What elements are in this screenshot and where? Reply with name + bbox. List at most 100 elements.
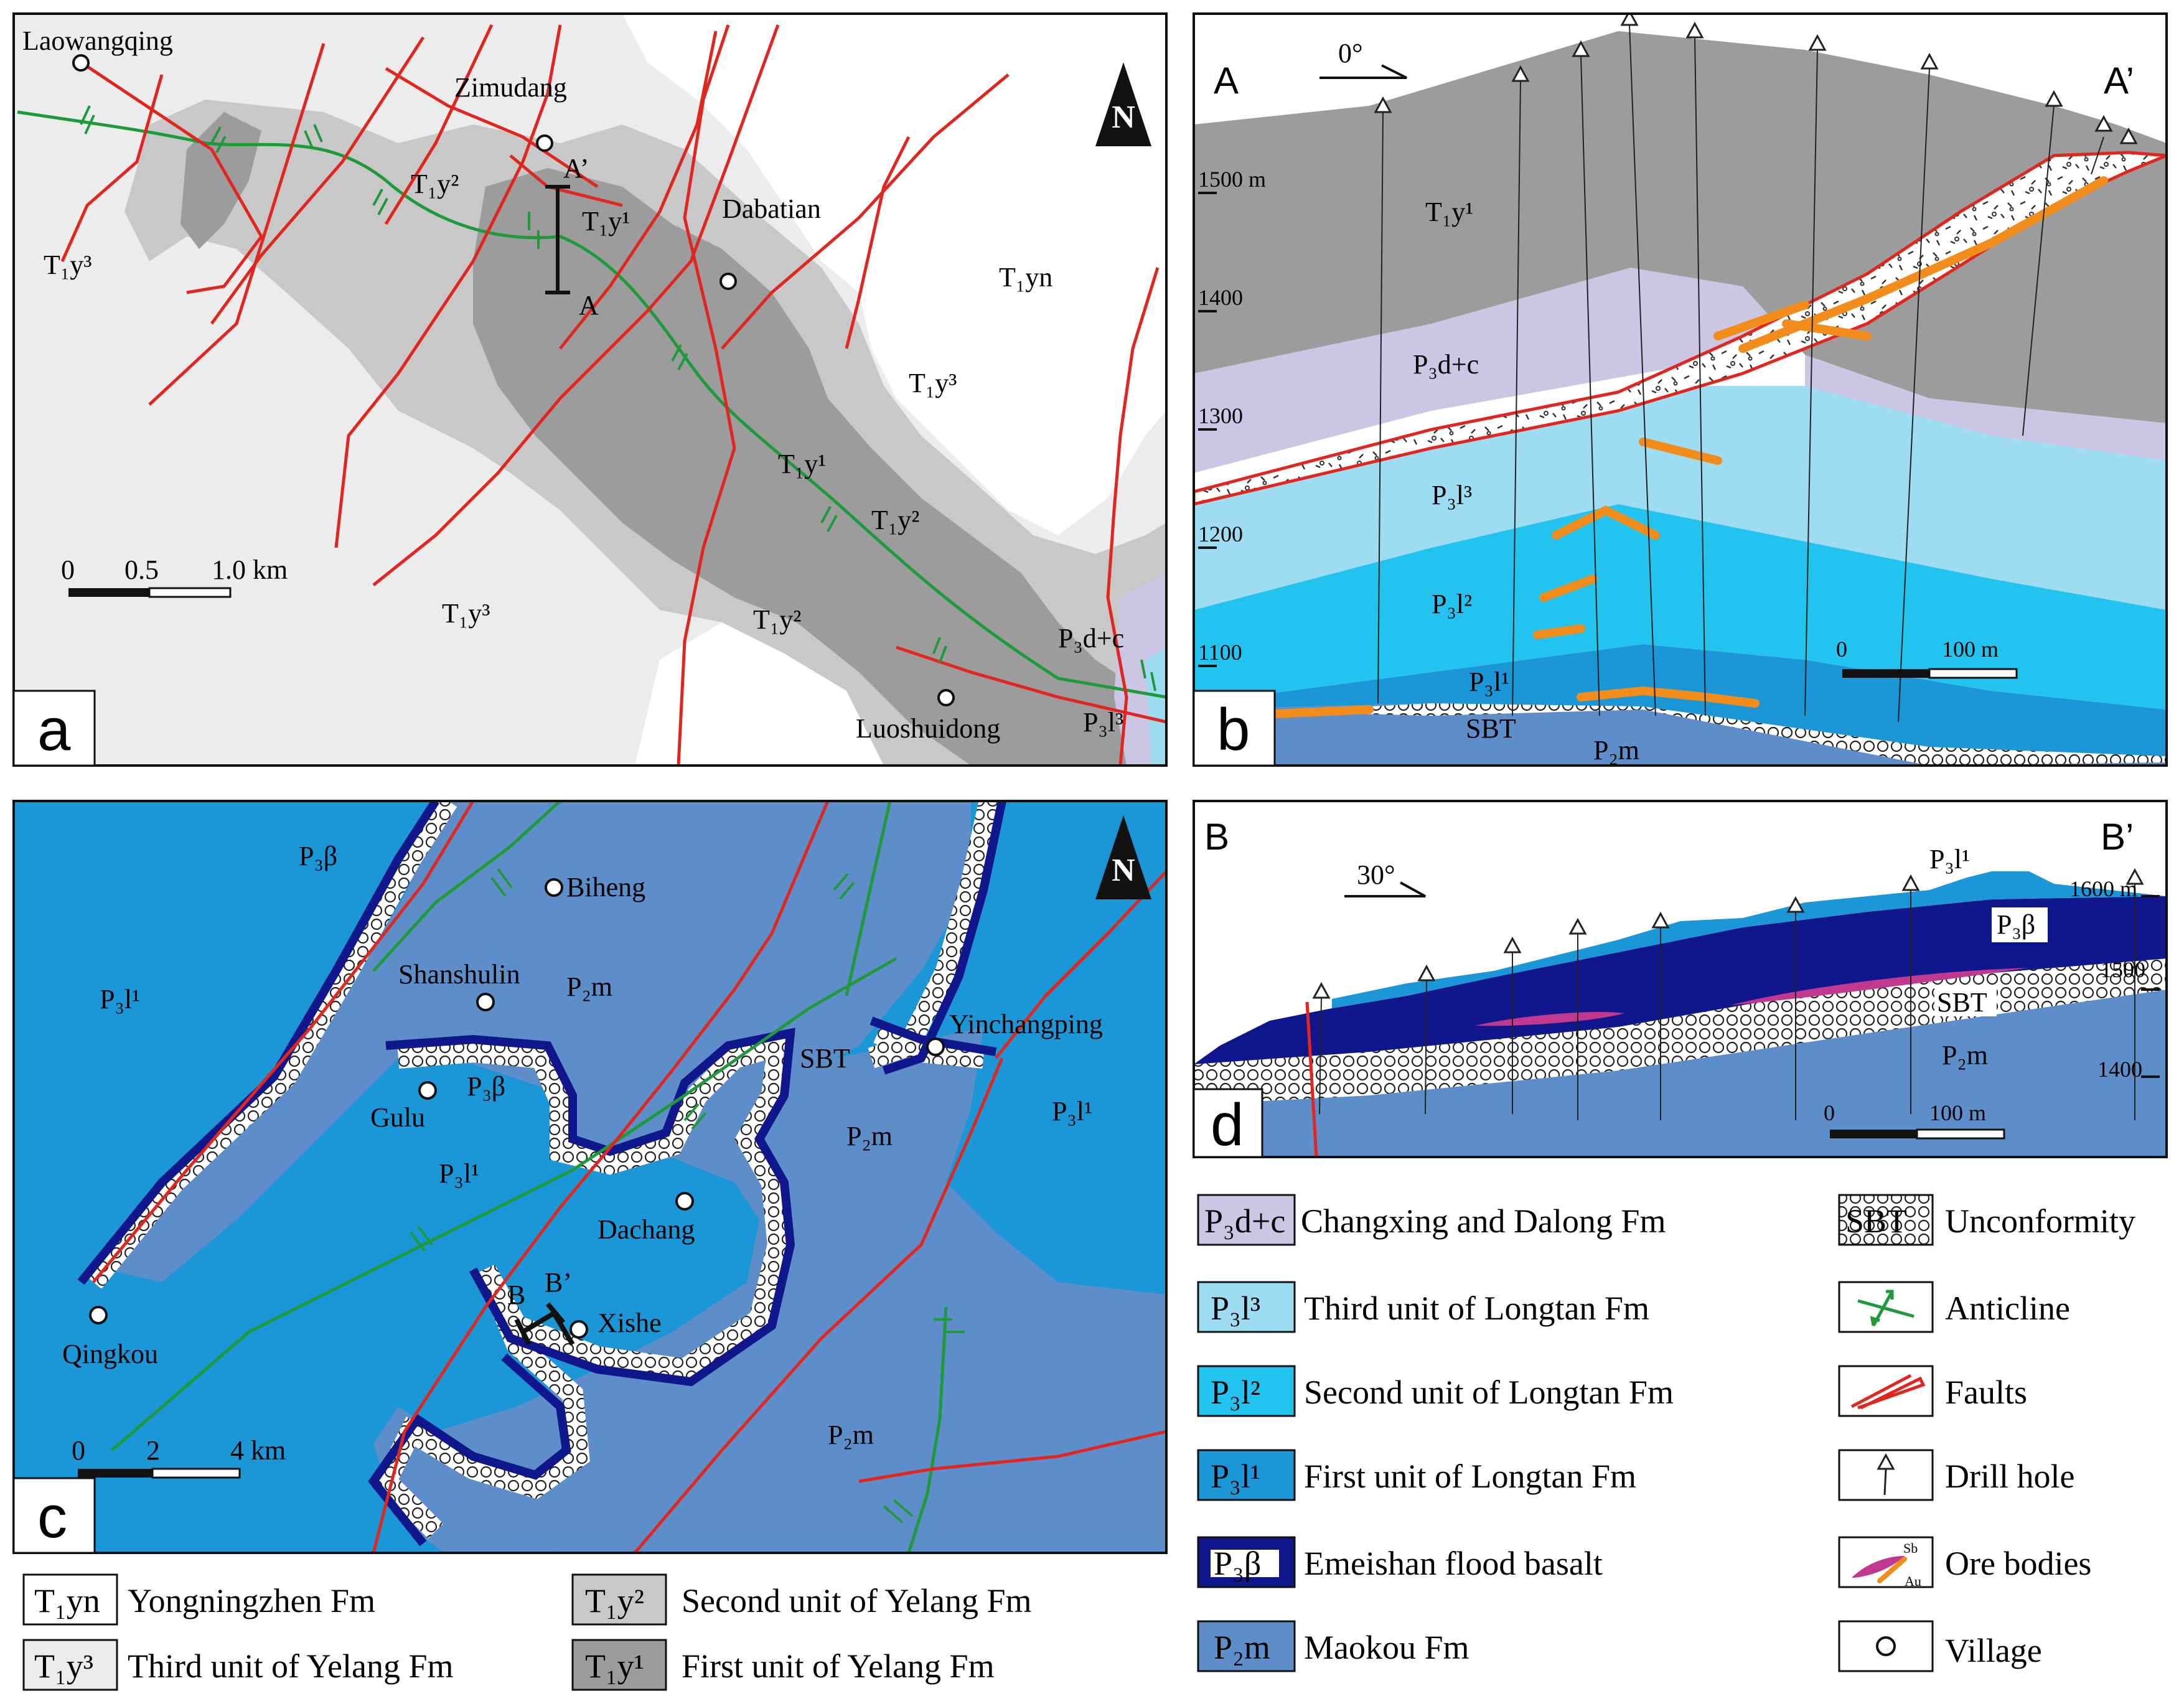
legend-item-p3beta: P₃β Emeishan flood basalt	[1197, 1536, 1603, 1588]
section-label-a-top: A’	[563, 153, 589, 184]
village-labels-a: Laowangqing Zimudang Dabatian Luoshuidon…	[22, 26, 1000, 744]
legend-label-faults: Faults	[1945, 1374, 2027, 1411]
legend-right-units: P₃d+c Changxing and Dalong Fm P₃l³ Third…	[1197, 1194, 1674, 1672]
panel-c-letter-box	[12, 1477, 96, 1554]
legend-item-sbt: SBT Unconformity	[1838, 1194, 2135, 1246]
scale-d-t1: 100 m	[1929, 1100, 1986, 1125]
label-t1y2-s: T₁y²	[753, 604, 801, 635]
village-qingkou: Qingkou	[62, 1339, 158, 1369]
scale-c-t2: 4 km	[230, 1435, 286, 1466]
anticline-arrows-c	[410, 868, 965, 1524]
unit-p3l1-b	[1194, 644, 2167, 756]
label-p2m-n: P₂m	[566, 972, 612, 1002]
legend-item-village: Village	[1838, 1620, 2042, 1672]
ore-lenses-sb-d	[1475, 968, 2029, 1026]
label-p3beta-d-bg	[1992, 907, 2048, 942]
drill-holes-d	[1312, 868, 2144, 1120]
legend-item-faults: Faults	[1838, 1365, 2027, 1417]
scale-a-t1: 0.5	[124, 555, 159, 585]
legend-code-sbt: SBT	[1845, 1202, 1907, 1240]
label-t1yn: T₁yn	[999, 262, 1052, 293]
drill-holes-b	[1374, 14, 2138, 723]
village-dabatian: Dabatian	[722, 194, 821, 224]
scale-a-t2: 1.0 km	[212, 555, 288, 585]
village-laowangqing: Laowangqing	[22, 26, 173, 56]
panel-b-frame	[1193, 12, 2168, 767]
label-sbt-d: SBT	[1937, 987, 1987, 1018]
legend-code-t1y2: T₁y²	[585, 1582, 644, 1619]
ore-sb-label: Sb	[1903, 1540, 1918, 1556]
village-zimudang: Zimudang	[454, 72, 567, 103]
elev-b-1300: 1300	[1198, 403, 1243, 428]
unit-t1y1-area	[473, 168, 1166, 766]
legend-item-anticline: Anticline	[1838, 1281, 2070, 1333]
north-label-a: N	[1112, 100, 1135, 135]
section-line-a	[545, 185, 570, 294]
dip-indicator-b: 0°	[1319, 38, 1407, 79]
label-p2m-d: P₂m	[1942, 1040, 1988, 1071]
elevation-ticks-b: 1500 m 1400 1300 1200 1100	[1198, 167, 1266, 667]
label-p3beta-c: P₃β	[467, 1071, 505, 1102]
panel-a-map	[14, 14, 1166, 766]
unit-breccia-b	[1194, 151, 2167, 506]
unit-t1y1-b	[1194, 31, 2167, 423]
village-biheng: Biheng	[566, 872, 645, 902]
legend-item-p3l2: P₃l² Second unit of Longtan Fm	[1197, 1365, 1674, 1417]
fault-icon	[1850, 1374, 1926, 1410]
panel-d-letter: d	[1211, 1092, 1244, 1158]
village-markers-a	[72, 54, 955, 706]
legend-code-p3beta: P₃β	[1214, 1545, 1261, 1582]
panel-d-frame	[1193, 800, 2168, 1158]
ore-au-label: Au	[1905, 1573, 1921, 1589]
anticline-arrows-a	[80, 105, 1156, 691]
label-t1y3-w: T₁y³	[44, 250, 91, 280]
label-p3l1-w: P₃l¹	[100, 984, 140, 1014]
legend-item-t1y2: T₁y² Second unit of Yelang Fm	[571, 1573, 1032, 1626]
legend-label-village: Village	[1945, 1632, 2042, 1669]
legend-label-ore-bodies: Ore bodies	[1945, 1545, 2091, 1582]
basalt-band-c	[77, 801, 1006, 1547]
label-p3l1-d: P₃l¹	[1929, 844, 1970, 874]
unit-t1yn-area	[622, 14, 1166, 535]
anticline-axes-c	[111, 801, 948, 1553]
scale-a-t0: 0	[61, 555, 75, 585]
legend-label-t1y1: First unit of Yelang Fm	[682, 1647, 995, 1685]
section-label-c-bprime: B’	[545, 1267, 572, 1298]
unit-t1y1-area-w	[180, 112, 261, 249]
scale-c-t0: 0	[72, 1435, 85, 1466]
village-shanshulin: Shanshulin	[398, 959, 520, 990]
village-yinchangping: Yinchangping	[949, 1009, 1103, 1039]
label-p3l1-c: P₃l¹	[439, 1158, 479, 1189]
fault-lines-c	[92, 801, 1166, 1553]
unit-labels-b: T₁y¹ P₃d+c P₃l³ P₃l² P₃l¹ SBT P₂m	[1413, 197, 1639, 766]
panel-b-letter: b	[1217, 696, 1250, 763]
label-sbt-d-bg	[1934, 985, 1997, 1016]
section-b-right-label: A’	[2104, 60, 2134, 101]
elev-b-1200: 1200	[1198, 522, 1243, 546]
label-p2m-b: P₂m	[1593, 735, 1639, 766]
label-p3beta-d: P₃β	[1997, 909, 2035, 940]
legend-label-t1yn: Yongningzhen Fm	[128, 1582, 375, 1619]
north-arrow-a: N	[1095, 62, 1151, 146]
legend-code-p3l1: P₃l¹	[1211, 1458, 1260, 1495]
unit-p3dc-b2	[1805, 355, 2167, 461]
village-xishe: Xishe	[598, 1308, 662, 1338]
legend-item-p3l1: P₃l¹ First unit of Longtan Fm	[1197, 1449, 1636, 1501]
legend-item-p2m: P₂m Maokou Fm	[1197, 1620, 1469, 1672]
panel-a-frame	[12, 12, 1168, 767]
label-t1y3-ne: T₁y³	[909, 368, 957, 398]
panel-b-section	[1194, 14, 2167, 766]
village-dachang: Dachang	[598, 1214, 695, 1245]
panel-d-section	[1194, 801, 2167, 1157]
label-t1y2-e: T₁y²	[871, 505, 919, 535]
village-luoshuidong: Luoshuidong	[856, 713, 1000, 744]
anticline-icon	[1857, 1290, 1915, 1327]
scale-bar-c: 0 2 4 km	[72, 1435, 286, 1479]
basalt-sbt-rim-c	[85, 801, 1000, 1539]
legend-label-anticline: Anticline	[1945, 1290, 2070, 1327]
legend-item-p3dc: P₃d+c Changxing and Dalong Fm	[1197, 1194, 1666, 1246]
village-markers-c	[89, 878, 945, 1339]
unit-p3l2-b	[1194, 504, 2167, 710]
unit-p3l3-strip	[1145, 647, 1166, 766]
unit-p3beta-d	[1194, 896, 2167, 1064]
